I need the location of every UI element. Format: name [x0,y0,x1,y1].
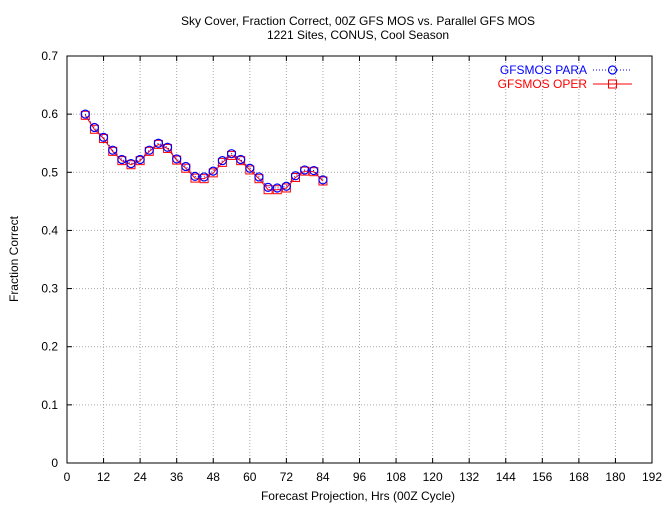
para-circle-point [226,149,237,159]
para-circle-point [254,172,264,182]
y-tick-label: 0.1 [41,398,58,412]
para-circle-point [89,122,100,133]
para-circle-point [309,165,319,176]
y-axis-label: Fraction Correct [7,215,21,302]
x-tick-label: 156 [532,470,552,484]
x-tick-label: 24 [133,470,147,484]
x-tick-label: 96 [353,470,367,484]
para-circle-point [98,132,109,142]
para-circle-point [236,154,246,165]
plot-frame [66,55,653,464]
x-tick-label: 84 [316,470,330,484]
series-line-para [84,113,324,189]
x-tick-label: 12 [97,470,111,484]
x-tick-label: 36 [170,470,184,484]
para-circle-point [281,181,291,191]
chart-subtitle: 1221 Sites, CONUS, Cool Season [267,28,449,42]
grid-lines [67,56,652,463]
axis-ticks: 0 12 24 36 48 60 72 84 96 108 120 132 144 156 168 180 19… [41,49,662,484]
series-line-oper [84,115,324,191]
y-tick-label: 0.7 [41,49,58,63]
para-circle-point [217,156,227,166]
para-circle-point [117,154,127,165]
x-tick-label: 60 [243,470,257,484]
legend-square-marker [608,79,617,89]
y-tick-label: 0 [51,456,58,470]
para-circle-point [263,182,273,193]
para-circle-point [190,171,200,181]
para-circle-point [126,158,136,169]
x-tick-label: 72 [280,470,294,484]
y-tick-label: 0.4 [41,223,58,237]
x-tick-label: 108 [386,470,406,484]
x-tick-label: 180 [605,470,625,484]
x-tick-label: 192 [642,470,662,484]
para-circle-point [199,172,209,182]
y-tick-label: 0.3 [41,282,58,296]
chart-title: Sky Cover, Fraction Correct, 00Z GFS MOS… [181,14,535,28]
oper-square-point [263,185,273,195]
para-circle-point [300,165,310,175]
x-tick-label: 120 [423,470,443,484]
legend-circle-marker [607,65,618,75]
y-tick-label: 0.2 [41,340,58,354]
x-tick-label: 168 [569,470,589,484]
para-circle-point [153,138,164,148]
para-circle-point [80,109,90,119]
x-axis-label: Forecast Projection, Hrs (00Z Cycle) [261,489,455,503]
para-circle-point [172,154,182,164]
legend-label: GFSMOS OPER [498,77,588,91]
data-series [80,109,328,195]
y-tick-label: 0.6 [41,107,58,121]
para-circle-point [318,175,328,185]
x-tick-label: 0 [64,470,71,484]
para-circle-point [181,161,191,172]
para-circle-point [162,142,173,152]
para-circle-point [135,154,145,165]
para-circle-point [144,145,154,155]
para-circle-point [290,171,301,181]
para-circle-point [108,145,118,155]
x-tick-label: 48 [207,470,221,484]
legend-label: GFSMOS PARA [500,63,587,77]
para-circle-point [245,163,255,173]
para-circle-point [208,166,218,176]
x-tick-label: 132 [459,470,479,484]
y-tick-label: 0.5 [41,165,58,179]
para-circle-point [272,183,282,193]
x-tick-label: 144 [496,470,516,484]
